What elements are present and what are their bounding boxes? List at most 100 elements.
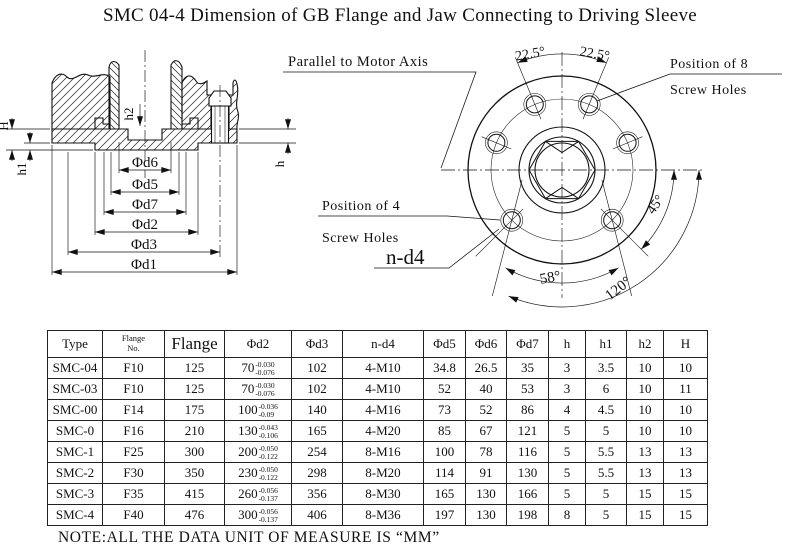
table-cell: 415 xyxy=(164,483,225,505)
table-cell: 11 xyxy=(663,378,708,400)
table-cell: 130 xyxy=(465,483,507,505)
table-row: SMC-0 F16 210 130 -0.043 -0.106 165 4-M20 85 67 12… xyxy=(47,420,708,442)
table-cell: 130 xyxy=(465,504,507,526)
table-cell: SMC-04 xyxy=(47,357,103,379)
table-cell: SMC-4 xyxy=(47,504,103,526)
dimension-table: Type Flange No. Flange Φd2 Φd3 n-d4 Φd5 Φd6 Φd7 h h… xyxy=(47,330,708,526)
extension-lines xyxy=(6,128,296,275)
table-row: SMC-00 F14 175 100 -0.036 -0.09 140 4-M16 73 52 86… xyxy=(47,399,708,421)
table-cell: 85 xyxy=(423,420,466,442)
dim-label-d7: Φd7 xyxy=(132,197,158,213)
position-of-8-label2: Screw Holes xyxy=(670,83,747,98)
table-cell: 70 -0.030 -0.076 xyxy=(224,378,292,400)
column-header: Φd5 xyxy=(423,330,466,358)
table-cell: 10 xyxy=(663,420,708,442)
table-cell: F10 xyxy=(102,357,165,379)
table-cell: 73 xyxy=(423,399,466,421)
table-cell: 3.5 xyxy=(585,357,627,379)
column-header: h2 xyxy=(626,330,664,358)
column-header: h1 xyxy=(585,330,627,358)
table-cell: F14 xyxy=(102,399,165,421)
table-cell: SMC-0 xyxy=(47,420,103,442)
table-cell: 10 xyxy=(663,357,708,379)
table-row: SMC-4 F40 476 300 -0.056 -0.137 406 8-M36 197 130… xyxy=(47,504,708,526)
table-cell: 197 xyxy=(423,504,466,526)
header-row: Type Flange No. Flange Φd2 Φd3 n-d4 Φd5 Φd6 Φd7 h h… xyxy=(47,330,708,358)
column-header: h xyxy=(548,330,586,358)
front-view: Parallel to Motor Axis Position of 8 Scr… xyxy=(283,45,782,308)
table-cell: 102 xyxy=(291,357,343,379)
table-cell: 78 xyxy=(465,441,507,463)
table-cell: 200 -0.050 -0.122 xyxy=(224,441,292,463)
table-cell: 121 xyxy=(506,420,549,442)
column-header: Φd7 xyxy=(506,330,549,358)
table-cell: 5 xyxy=(548,462,586,484)
table-cell: 116 xyxy=(506,441,549,463)
table-cell: 356 xyxy=(291,483,343,505)
sheet-title: SMC 04-4 Dimension of GB Flange and Jaw … xyxy=(102,5,698,26)
table-cell: 13 xyxy=(663,462,708,484)
table-cell: F16 xyxy=(102,420,165,442)
table-cell: 5 xyxy=(585,483,627,505)
table-cell: 100 xyxy=(423,441,466,463)
table-cell: 130 xyxy=(506,462,549,484)
column-header: Φd2 xyxy=(224,330,292,358)
column-header: n-d4 xyxy=(342,330,424,358)
angle-58: 58° xyxy=(539,268,562,287)
table-cell: SMC-00 xyxy=(47,399,103,421)
table-cell: 10 xyxy=(626,420,664,442)
column-header: Φd3 xyxy=(291,330,343,358)
table-cell: 8-M20 xyxy=(342,462,424,484)
table-cell: 4-M20 xyxy=(342,420,424,442)
dim-label-h: h xyxy=(272,160,287,167)
table-cell: 4 xyxy=(548,399,586,421)
table-cell: 230 -0.050 -0.122 xyxy=(224,462,292,484)
table-cell: 8-M16 xyxy=(342,441,424,463)
table-cell: 10 xyxy=(626,399,664,421)
column-header: Type xyxy=(47,330,103,358)
dim-label-h2: h2 xyxy=(121,108,136,121)
table-cell: 15 xyxy=(626,483,664,505)
table-row: SMC-03 F10 125 70 -0.030 -0.076 102 4-M10 52 40 53… xyxy=(47,378,708,400)
table-cell: 4-M10 xyxy=(342,357,424,379)
screw-hole xyxy=(523,93,547,116)
section-view: Φd6 Φd5 Φd7 Φd2 Φd3 Φd1 h2 H h1 h xyxy=(0,50,296,275)
table-cell: 102 xyxy=(291,378,343,400)
table-cell: 125 xyxy=(164,357,225,379)
parallel-axis-label: Parallel to Motor Axis xyxy=(288,54,428,70)
table-row: SMC-2 F30 350 230 -0.050 -0.122 298 8-M20 114 91 1… xyxy=(47,462,708,484)
table-cell: 300 xyxy=(164,441,225,463)
table-cell: 210 xyxy=(164,420,225,442)
table-cell: 4-M10 xyxy=(342,378,424,400)
table-body: SMC-04 F10 125 70 -0.030 -0.076 102 4-M10 34.8 26… xyxy=(47,357,708,526)
dim-label-d2: Φd2 xyxy=(132,217,158,233)
table-cell: 5 xyxy=(585,420,627,442)
table-cell: 140 xyxy=(291,399,343,421)
table-cell: SMC-03 xyxy=(47,378,103,400)
table-cell: 8-M30 xyxy=(342,483,424,505)
note-line: NOTE:ALL THE DATA UNIT OF MEASURE IS “MM… xyxy=(58,529,440,546)
front-centerlines xyxy=(441,52,703,298)
angle-45: 45° xyxy=(644,193,668,218)
table-cell: 40 xyxy=(465,378,507,400)
table-cell: SMC-3 xyxy=(47,483,103,505)
table-cell: 198 xyxy=(506,504,549,526)
column-header: Flange No. xyxy=(102,330,165,358)
table-cell: 260 -0.056 -0.137 xyxy=(224,483,292,505)
table-row: SMC-04 F10 125 70 -0.030 -0.076 102 4-M10 34.8 26… xyxy=(47,357,708,379)
table-cell: 34.8 xyxy=(423,357,466,379)
table-cell: 91 xyxy=(465,462,507,484)
table-cell: 52 xyxy=(465,399,507,421)
table-cell: 15 xyxy=(663,504,708,526)
dim-label-H: H xyxy=(0,121,11,130)
table-cell: 350 xyxy=(164,462,225,484)
flange-cross-section xyxy=(51,60,240,151)
screw-hole xyxy=(616,131,639,155)
table-cell: 175 xyxy=(164,399,225,421)
table-cell: 35 xyxy=(506,357,549,379)
table-cell: 5 xyxy=(548,420,586,442)
dim-label-h1: h1 xyxy=(14,163,29,176)
table-cell: 15 xyxy=(663,483,708,505)
